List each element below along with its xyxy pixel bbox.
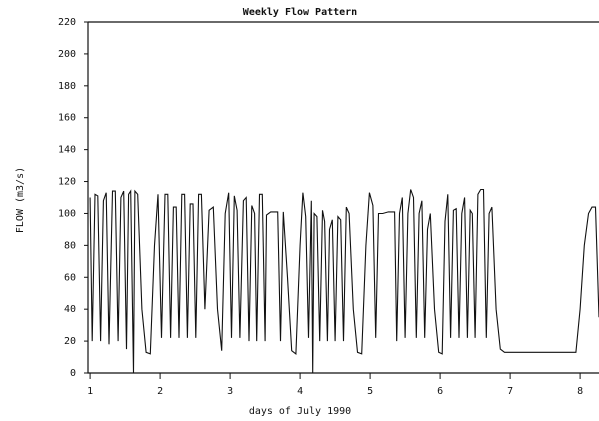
x-tick-label: 8 [577, 386, 583, 397]
y-axis-label: FLOW (m3/s) [15, 167, 26, 233]
x-tick-label: 1 [87, 386, 93, 397]
chart-title: Weekly Flow Pattern [243, 7, 357, 18]
y-tick-label: 0 [70, 368, 76, 379]
x-tick-label: 3 [227, 386, 233, 397]
x-tick-label: 4 [297, 386, 303, 397]
x-tick-label: 2 [157, 386, 163, 397]
x-axis-label: days of July 1990 [249, 406, 351, 417]
y-tick-label: 100 [58, 208, 76, 219]
y-tick-label: 60 [64, 272, 76, 283]
y-tick-label: 140 [58, 145, 76, 156]
y-tick-label: 120 [58, 177, 76, 188]
flow-line [89, 188, 599, 374]
x-tick-label: 5 [367, 386, 373, 397]
y-tick-label: 20 [64, 336, 76, 347]
y-tick-label: 200 [58, 49, 76, 60]
y-tick-label: 220 [58, 17, 76, 28]
x-tick-label: 6 [437, 386, 443, 397]
y-tick-label: 160 [58, 113, 76, 124]
y-tick-label: 180 [58, 81, 76, 92]
y-tick-label: 40 [64, 304, 76, 315]
x-tick-label: 7 [507, 386, 513, 397]
y-tick-label: 80 [64, 240, 76, 251]
